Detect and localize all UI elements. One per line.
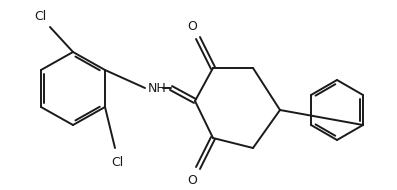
- Text: Cl: Cl: [111, 155, 123, 169]
- Text: Cl: Cl: [34, 10, 46, 24]
- Text: NH: NH: [148, 82, 167, 94]
- Text: O: O: [187, 173, 197, 187]
- Text: O: O: [187, 20, 197, 32]
